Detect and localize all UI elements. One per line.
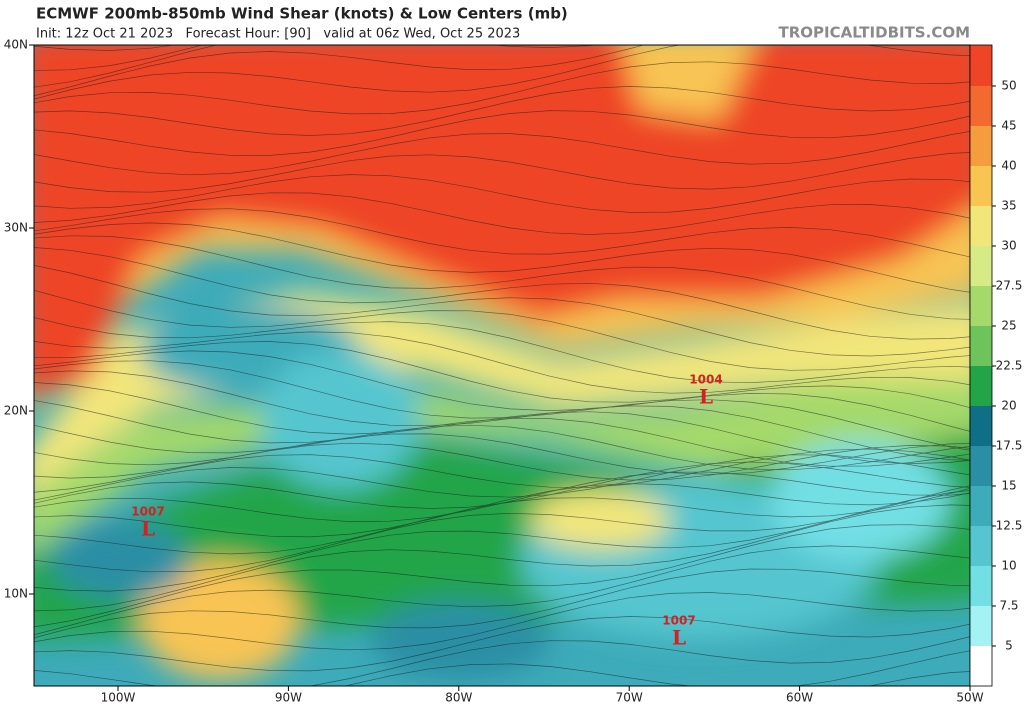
low-symbol: L (699, 385, 713, 409)
colorbar-label: 35 (1001, 199, 1016, 213)
colorbar-label: 30 (1001, 239, 1016, 253)
lon-label: 50W (956, 691, 983, 705)
lon-label: 80W (445, 691, 472, 705)
colorbar-segment (970, 206, 992, 246)
low-symbol: L (141, 517, 155, 541)
colorbar-segment (970, 366, 992, 406)
colorbar-label: 17.5 (996, 439, 1023, 453)
lon-label: 100W (101, 691, 136, 705)
lon-label: 70W (616, 691, 643, 705)
colorbar-label: 20 (1001, 399, 1016, 413)
subtitle: Init: 12z Oct 21 2023 Forecast Hour: [90… (36, 27, 520, 42)
colorbar: 50 45 40 35 30 27.5 25 22.5 20 17.5 15 12.5 10 7.5 5 (969, 44, 1023, 687)
lat-label: 20N (4, 404, 28, 418)
colorbar-segment (970, 45, 992, 86)
colorbar-label: 12.5 (996, 519, 1023, 533)
low-symbol: L (672, 626, 686, 650)
colorbar-label: 50 (1001, 79, 1016, 93)
site-credit: TROPICALTIDBITS.COM (779, 24, 971, 42)
colorbar-label: 7.5 (999, 599, 1018, 613)
colorbar-segment (970, 646, 992, 686)
colorbar-segment (970, 446, 992, 486)
colorbar-segment (970, 126, 992, 166)
colorbar-label: 25 (1001, 319, 1016, 333)
colorbar-segment (970, 566, 992, 606)
colorbar-segment (970, 406, 992, 446)
lat-label: 30N (4, 221, 28, 235)
colorbar-segment (970, 286, 992, 326)
colorbar-label: 10 (1001, 559, 1016, 573)
low-pressure: 1004 (689, 373, 722, 387)
colorbar-segment (970, 246, 992, 286)
title: ECMWF 200mb-850mb Wind Shear (knots) & L… (36, 5, 568, 23)
low-pressure: 1007 (662, 614, 695, 628)
shear-map (34, 45, 970, 686)
colorbar-segment (970, 526, 992, 566)
colorbar-label: 22.5 (996, 359, 1023, 373)
lat-label: 10N (4, 587, 28, 601)
colorbar-segment (970, 486, 992, 526)
colorbar-label: 45 (1001, 119, 1016, 133)
low-pressure: 1007 (131, 505, 164, 519)
colorbar-label: 40 (1001, 159, 1016, 173)
lat-label: 40N (4, 38, 28, 52)
colorbar-segment (970, 606, 992, 646)
colorbar-segment (970, 166, 992, 206)
lon-label: 60W (786, 691, 813, 705)
colorbar-label: 5 (1005, 639, 1013, 653)
lon-label: 90W (275, 691, 302, 705)
colorbar-label: 27.5 (996, 279, 1023, 293)
colorbar-segment (970, 326, 992, 366)
colorbar-segment (970, 86, 992, 126)
colorbar-label: 15 (1001, 479, 1016, 493)
